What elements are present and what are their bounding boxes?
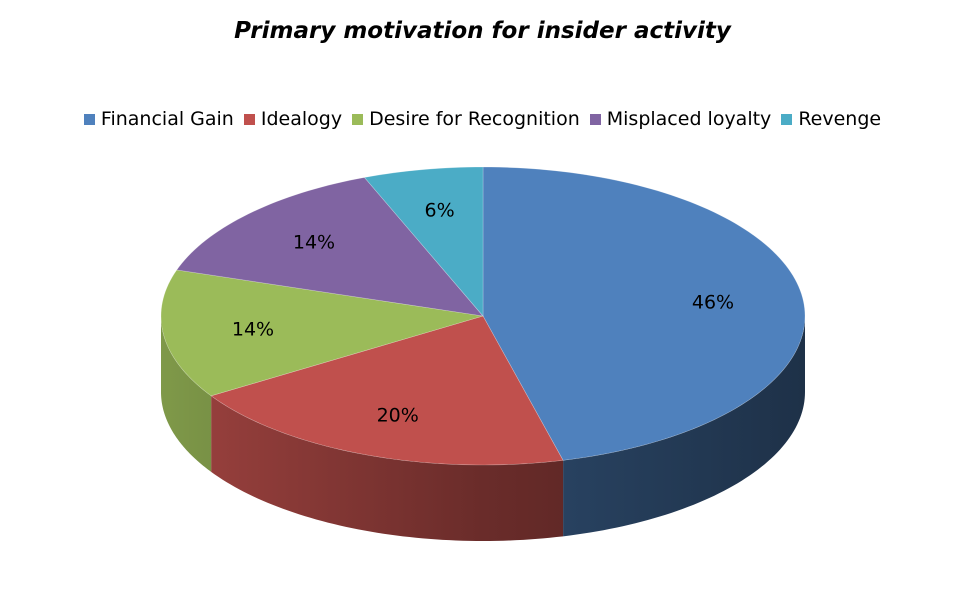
legend-swatch: [243, 113, 255, 125]
pie-slice-misplaced-loyalty: [176, 177, 484, 317]
pie-side-idealogy: [211, 395, 564, 541]
legend-item-misplaced-loyalty: Misplaced loyalty: [589, 108, 772, 130]
pie-side-financial-gain: [563, 316, 805, 537]
legend: Financial Gain Idealogy Desire for Recogni…: [0, 108, 965, 130]
legend-item-revenge: Revenge: [781, 108, 881, 130]
data-label-revenge: 6%: [425, 200, 455, 222]
pie-labels: 46% 20% 14% 14% 6%: [232, 200, 734, 427]
chart-title: Primary motivation for insider activity: [234, 18, 731, 44]
legend-swatch: [352, 113, 364, 125]
pie-tops: [160, 166, 806, 466]
data-label-desire-for-recognition: 14%: [232, 318, 274, 340]
legend-item-desire-for-recognition: Desire for Recognition: [352, 108, 580, 130]
pie-side-desire-for-recognition: [161, 316, 212, 472]
legend-item-idealogy: Idealogy: [243, 108, 343, 130]
legend-swatch: [83, 113, 95, 125]
pie-slice-idealogy: [210, 315, 564, 466]
pie-slice-financial-gain: [482, 166, 806, 461]
legend-swatch: [589, 113, 601, 125]
legend-label: Desire for Recognition: [369, 108, 580, 130]
legend-label: Financial Gain: [100, 108, 234, 130]
legend-item-financial-gain: Financial Gain: [83, 108, 234, 130]
legend-swatch: [781, 113, 793, 125]
pie-slice-desire-for-recognition: [160, 269, 484, 397]
legend-label: Idealogy: [260, 108, 343, 130]
data-label-idealogy: 20%: [377, 405, 419, 427]
legend-label: Misplaced loyalty: [606, 108, 772, 130]
legend-label: Revenge: [798, 108, 882, 130]
data-label-misplaced-loyalty: 14%: [293, 232, 335, 254]
pie-sides: [161, 316, 805, 541]
data-label-financial-gain: 46%: [692, 292, 734, 314]
pie-slice-revenge: [363, 166, 484, 317]
